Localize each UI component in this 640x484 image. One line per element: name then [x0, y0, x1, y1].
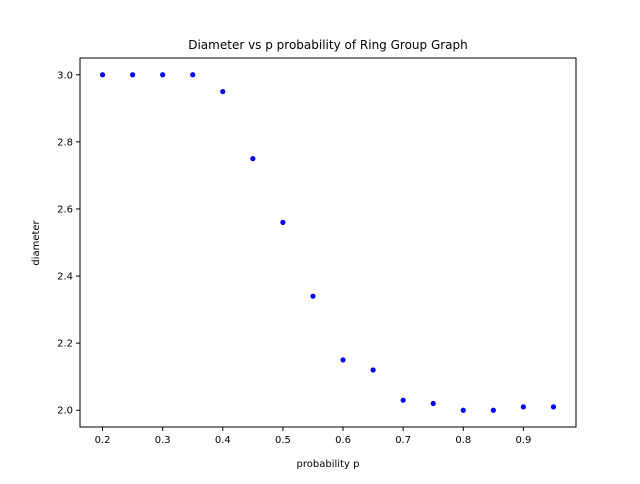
data-point [250, 156, 256, 162]
data-point [550, 404, 557, 410]
data-point [99, 72, 106, 78]
y-axis-label: diameter [31, 219, 42, 265]
data-point [220, 88, 226, 95]
y-tick-label: 3.0 [57, 70, 73, 81]
data-point [310, 293, 316, 299]
x-tick-label: 0.2 [95, 435, 111, 446]
x-tick-label: 0.5 [275, 435, 291, 446]
y-tick-label: 2.0 [57, 406, 73, 417]
data-point [400, 397, 406, 403]
data-point [160, 72, 166, 78]
x-tick-label: 0.9 [515, 435, 531, 446]
y-tick-label: 2.6 [57, 204, 73, 215]
x-tick-label: 0.6 [335, 435, 351, 446]
axis-ticks: 0.2 0.3 0.4 0.5 0.6 0.7 0.8 0.9 2.0 2.2 2.4 2.6 2.8 3… [57, 70, 531, 446]
data-point [280, 219, 286, 225]
data-points [99, 72, 557, 413]
plot-area-frame [79, 57, 577, 428]
y-tick-label: 2.2 [57, 339, 73, 350]
data-point [520, 404, 526, 410]
y-tick-label: 2.8 [57, 137, 73, 148]
data-point [190, 72, 196, 78]
data-point [370, 367, 376, 373]
data-point [490, 407, 496, 413]
x-tick-label: 0.8 [455, 435, 471, 446]
chart-title: Diameter vs p probability of Ring Group … [188, 38, 468, 52]
x-tick-label: 0.7 [395, 435, 411, 446]
data-point [340, 357, 346, 363]
data-point [130, 72, 136, 78]
data-point [430, 400, 436, 407]
x-axis-label: probability p [297, 459, 360, 470]
x-tick-label: 0.4 [215, 435, 231, 446]
x-tick-label: 0.3 [155, 435, 171, 446]
y-tick-label: 2.4 [57, 272, 73, 283]
data-point [460, 407, 466, 413]
